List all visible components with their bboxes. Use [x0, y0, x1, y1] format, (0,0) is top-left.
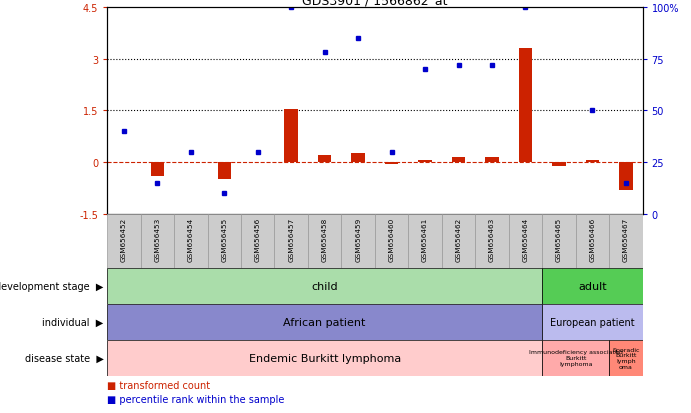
Bar	[619, 163, 632, 190]
Bar	[151, 163, 164, 176]
Bar	[107, 268, 542, 304]
Text: GSM656455: GSM656455	[221, 217, 227, 261]
Bar	[442, 214, 475, 268]
Text: GSM656457: GSM656457	[288, 217, 294, 261]
Text: European patient: European patient	[550, 317, 635, 327]
Bar	[274, 214, 308, 268]
Text: African patient: African patient	[283, 317, 366, 327]
Bar	[218, 163, 231, 180]
Bar	[107, 340, 542, 376]
Text: development stage  ▶: development stage ▶	[0, 281, 104, 291]
Text: GSM656466: GSM656466	[589, 217, 596, 261]
Bar	[352, 154, 365, 163]
Text: GSM656458: GSM656458	[322, 217, 328, 261]
Bar	[408, 214, 442, 268]
Bar	[207, 214, 241, 268]
Bar	[542, 268, 643, 304]
Text: individual  ▶: individual ▶	[42, 317, 104, 327]
Text: GSM656453: GSM656453	[154, 217, 160, 261]
Bar	[542, 214, 576, 268]
Text: GSM656460: GSM656460	[388, 217, 395, 261]
Bar	[174, 214, 207, 268]
Text: GSM656459: GSM656459	[355, 217, 361, 261]
Bar	[609, 340, 643, 376]
Text: Sporadic
Burkitt
lymph
oma: Sporadic Burkitt lymph oma	[612, 347, 640, 369]
Bar	[341, 214, 375, 268]
Bar	[452, 157, 465, 163]
Bar	[140, 214, 174, 268]
Bar	[107, 304, 542, 340]
Bar	[552, 163, 566, 166]
Text: child: child	[312, 281, 338, 291]
Bar	[375, 214, 408, 268]
Bar	[485, 157, 499, 163]
Text: GSM656454: GSM656454	[188, 217, 193, 261]
Text: Immunodeficiency associated
Burkitt
lymphoma: Immunodeficiency associated Burkitt lymp…	[529, 349, 623, 366]
Bar	[308, 214, 341, 268]
Text: ■ transformed count: ■ transformed count	[107, 380, 210, 390]
Title: GDS3901 / 1566862_at: GDS3901 / 1566862_at	[302, 0, 448, 7]
Text: GSM656462: GSM656462	[455, 217, 462, 261]
Text: ■ percentile rank within the sample: ■ percentile rank within the sample	[107, 394, 285, 404]
Bar	[475, 214, 509, 268]
Text: GSM656465: GSM656465	[556, 217, 562, 261]
Text: GSM656464: GSM656464	[522, 217, 529, 261]
Text: GSM656467: GSM656467	[623, 217, 629, 261]
Text: adult: adult	[578, 281, 607, 291]
Bar	[241, 214, 274, 268]
Bar	[586, 161, 599, 163]
Bar	[542, 340, 609, 376]
Text: GSM656452: GSM656452	[121, 217, 127, 261]
Bar	[418, 161, 432, 163]
Bar	[509, 214, 542, 268]
Text: GSM656456: GSM656456	[255, 217, 261, 261]
Text: Endemic Burkitt lymphoma: Endemic Burkitt lymphoma	[249, 353, 401, 363]
Bar	[519, 49, 532, 163]
Bar	[609, 214, 643, 268]
Bar	[542, 304, 643, 340]
Bar	[385, 163, 398, 164]
Text: GSM656461: GSM656461	[422, 217, 428, 261]
Bar	[318, 156, 332, 163]
Bar	[285, 109, 298, 163]
Bar	[107, 214, 140, 268]
Bar	[576, 214, 609, 268]
Text: GSM656463: GSM656463	[489, 217, 495, 261]
Text: disease state  ▶: disease state ▶	[25, 353, 104, 363]
